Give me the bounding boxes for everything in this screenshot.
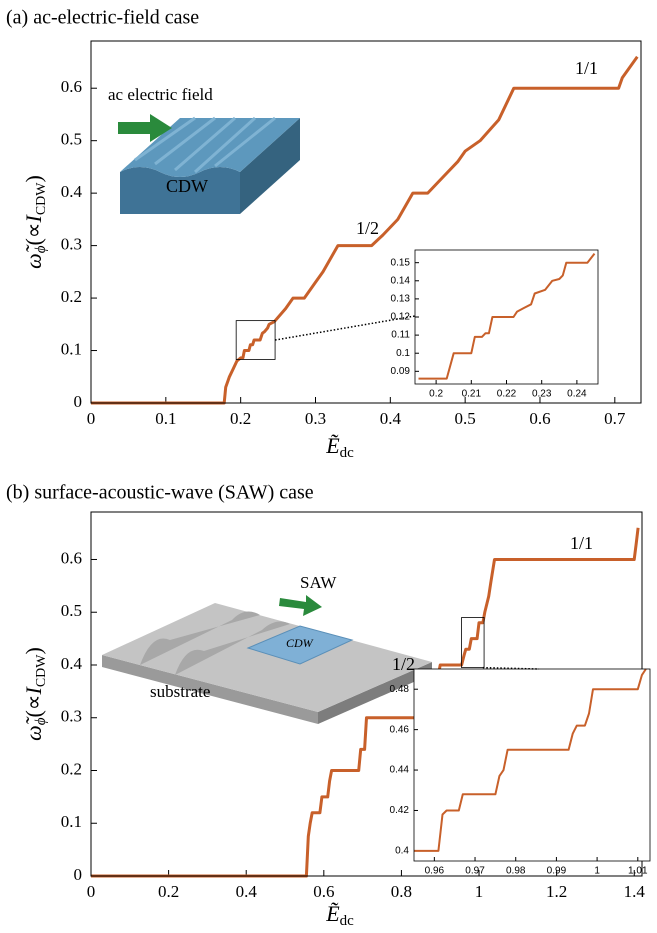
zoom-connector	[274, 315, 416, 341]
data-line	[414, 668, 647, 852]
x-tick-label: 0.8	[391, 882, 412, 901]
y-tick-label: 0.14	[391, 275, 411, 286]
y-tick-label: 0.46	[390, 724, 410, 735]
main-chart: 0 0.1 0.2 0.3 0.4 0.5 0.6 0 0.2 0.4 0.6 0.8 1 1.2 1.4 1…	[61, 511, 646, 901]
x-tick-label: 0.22	[497, 389, 517, 400]
inset-background	[414, 669, 650, 861]
x-tick-label: 0.5	[455, 409, 476, 428]
y-tick-label: 0	[74, 392, 83, 411]
x-tick-label: 0.99	[547, 866, 567, 877]
x-tick-label: 1.4	[624, 882, 646, 901]
y-tick-label: 0.5	[61, 130, 82, 149]
field-arrow	[118, 114, 172, 142]
x-tick-label: 0.21	[462, 389, 482, 400]
y-tick-label: 0.42	[390, 805, 410, 816]
y-tick-label: 0.4	[61, 654, 83, 673]
y-axis-label: ω̃ϕ(∝ICDW)	[21, 175, 49, 269]
annotation: 1/1	[575, 58, 598, 78]
plot-frame	[414, 249, 599, 385]
y-tick-label: 0.4	[395, 846, 409, 857]
inset-chart: 0.4 0.42 0.44 0.46 0.48 0.96 0.97 0.98 0.99 1 1.01	[390, 668, 651, 877]
saw-arrow	[279, 595, 322, 616]
y-tick-label: 0.13	[391, 294, 411, 305]
illustration-label: CDW	[286, 636, 314, 650]
x-tick-label: 0.4	[236, 882, 258, 901]
x-tick-label: 0.98	[506, 866, 526, 877]
cdw-slab	[120, 116, 300, 214]
x-tick-label: 0.23	[532, 389, 552, 400]
substrate	[102, 603, 432, 724]
y-tick-label: 0.15	[391, 257, 411, 268]
y-tick-label: 0.1	[396, 348, 410, 359]
x-tick-label: 0.96	[425, 866, 445, 877]
y-tick-label: 0.6	[61, 548, 82, 567]
y-tick-label: 0.44	[390, 765, 410, 776]
x-tick-label: 0.7	[604, 409, 626, 428]
illustration-label: CDW	[166, 176, 208, 196]
x-axis-label: Ẽdc	[325, 433, 354, 461]
y-tick-label: 0.6	[61, 77, 82, 96]
y-axis-label: ω̃ϕ(∝ICDW)	[21, 647, 49, 741]
annotation: 1/2	[392, 654, 415, 674]
y-tick-label: 0.12	[391, 312, 411, 323]
y-tick-label: 0.2	[61, 287, 82, 306]
x-tick-label: 0.1	[155, 409, 176, 428]
x-tick-label: 0.2	[429, 389, 443, 400]
panel-title: (b) surface-acoustic-wave (SAW) case	[6, 482, 314, 504]
panel-title: (a) ac-electric-field case	[6, 7, 199, 29]
x-tick-label: 0.6	[313, 882, 334, 901]
y-tick-label: 0.3	[61, 235, 82, 254]
y-tick-label: 0.1	[61, 339, 82, 358]
y-tick-label: 0.48	[390, 684, 410, 695]
x-tick-label: 1.01	[628, 866, 648, 877]
data-line	[418, 252, 596, 380]
y-tick-label: 0.2	[61, 759, 82, 778]
inset-chart: 0.09 0.1 0.11 0.12 0.13 0.14 0.15 0.2 0.21 0.22 0.…	[391, 249, 599, 400]
x-tick-label: 0	[87, 882, 96, 901]
data-line	[91, 55, 639, 405]
y-tick-label: 0.5	[61, 601, 82, 620]
y-tick-label: 0.11	[391, 330, 410, 341]
x-tick-label: 0	[87, 409, 96, 428]
x-tick-label: 1.2	[546, 882, 567, 901]
y-tick-label: 0.1	[61, 812, 82, 831]
zoom-box	[461, 617, 485, 669]
x-tick-label: 0.6	[529, 409, 550, 428]
plot-frame	[90, 40, 642, 404]
x-tick-label: 1	[594, 866, 600, 877]
x-tick-label: 0.4	[380, 409, 402, 428]
y-tick-label: 0.09	[391, 366, 411, 377]
main-chart: 0 0.1 0.2 0.3 0.4 0.5 0.6 0 0.1 0.2 0.3 0.4 0.5 0.6 0.…	[61, 40, 642, 428]
x-tick-label: 0.2	[158, 882, 179, 901]
zoom-connector	[482, 666, 540, 670]
x-tick-label: 0.3	[305, 409, 326, 428]
x-tick-label: 0.24	[567, 389, 587, 400]
annotation: 1/2	[356, 218, 379, 238]
annotation: 1/1	[570, 533, 593, 553]
illustration-label: substrate	[150, 682, 210, 701]
x-tick-label: 0.97	[465, 866, 485, 877]
y-tick-label: 0	[74, 865, 83, 884]
x-axis-label: Ẽdc	[325, 901, 354, 929]
y-tick-label: 0.4	[61, 182, 83, 201]
x-tick-label: 0.2	[230, 409, 251, 428]
illustration-label: SAW	[300, 573, 337, 592]
illustration-label: ac electric field	[108, 85, 213, 104]
y-tick-label: 0.3	[61, 707, 82, 726]
x-tick-label: 1	[475, 882, 484, 901]
